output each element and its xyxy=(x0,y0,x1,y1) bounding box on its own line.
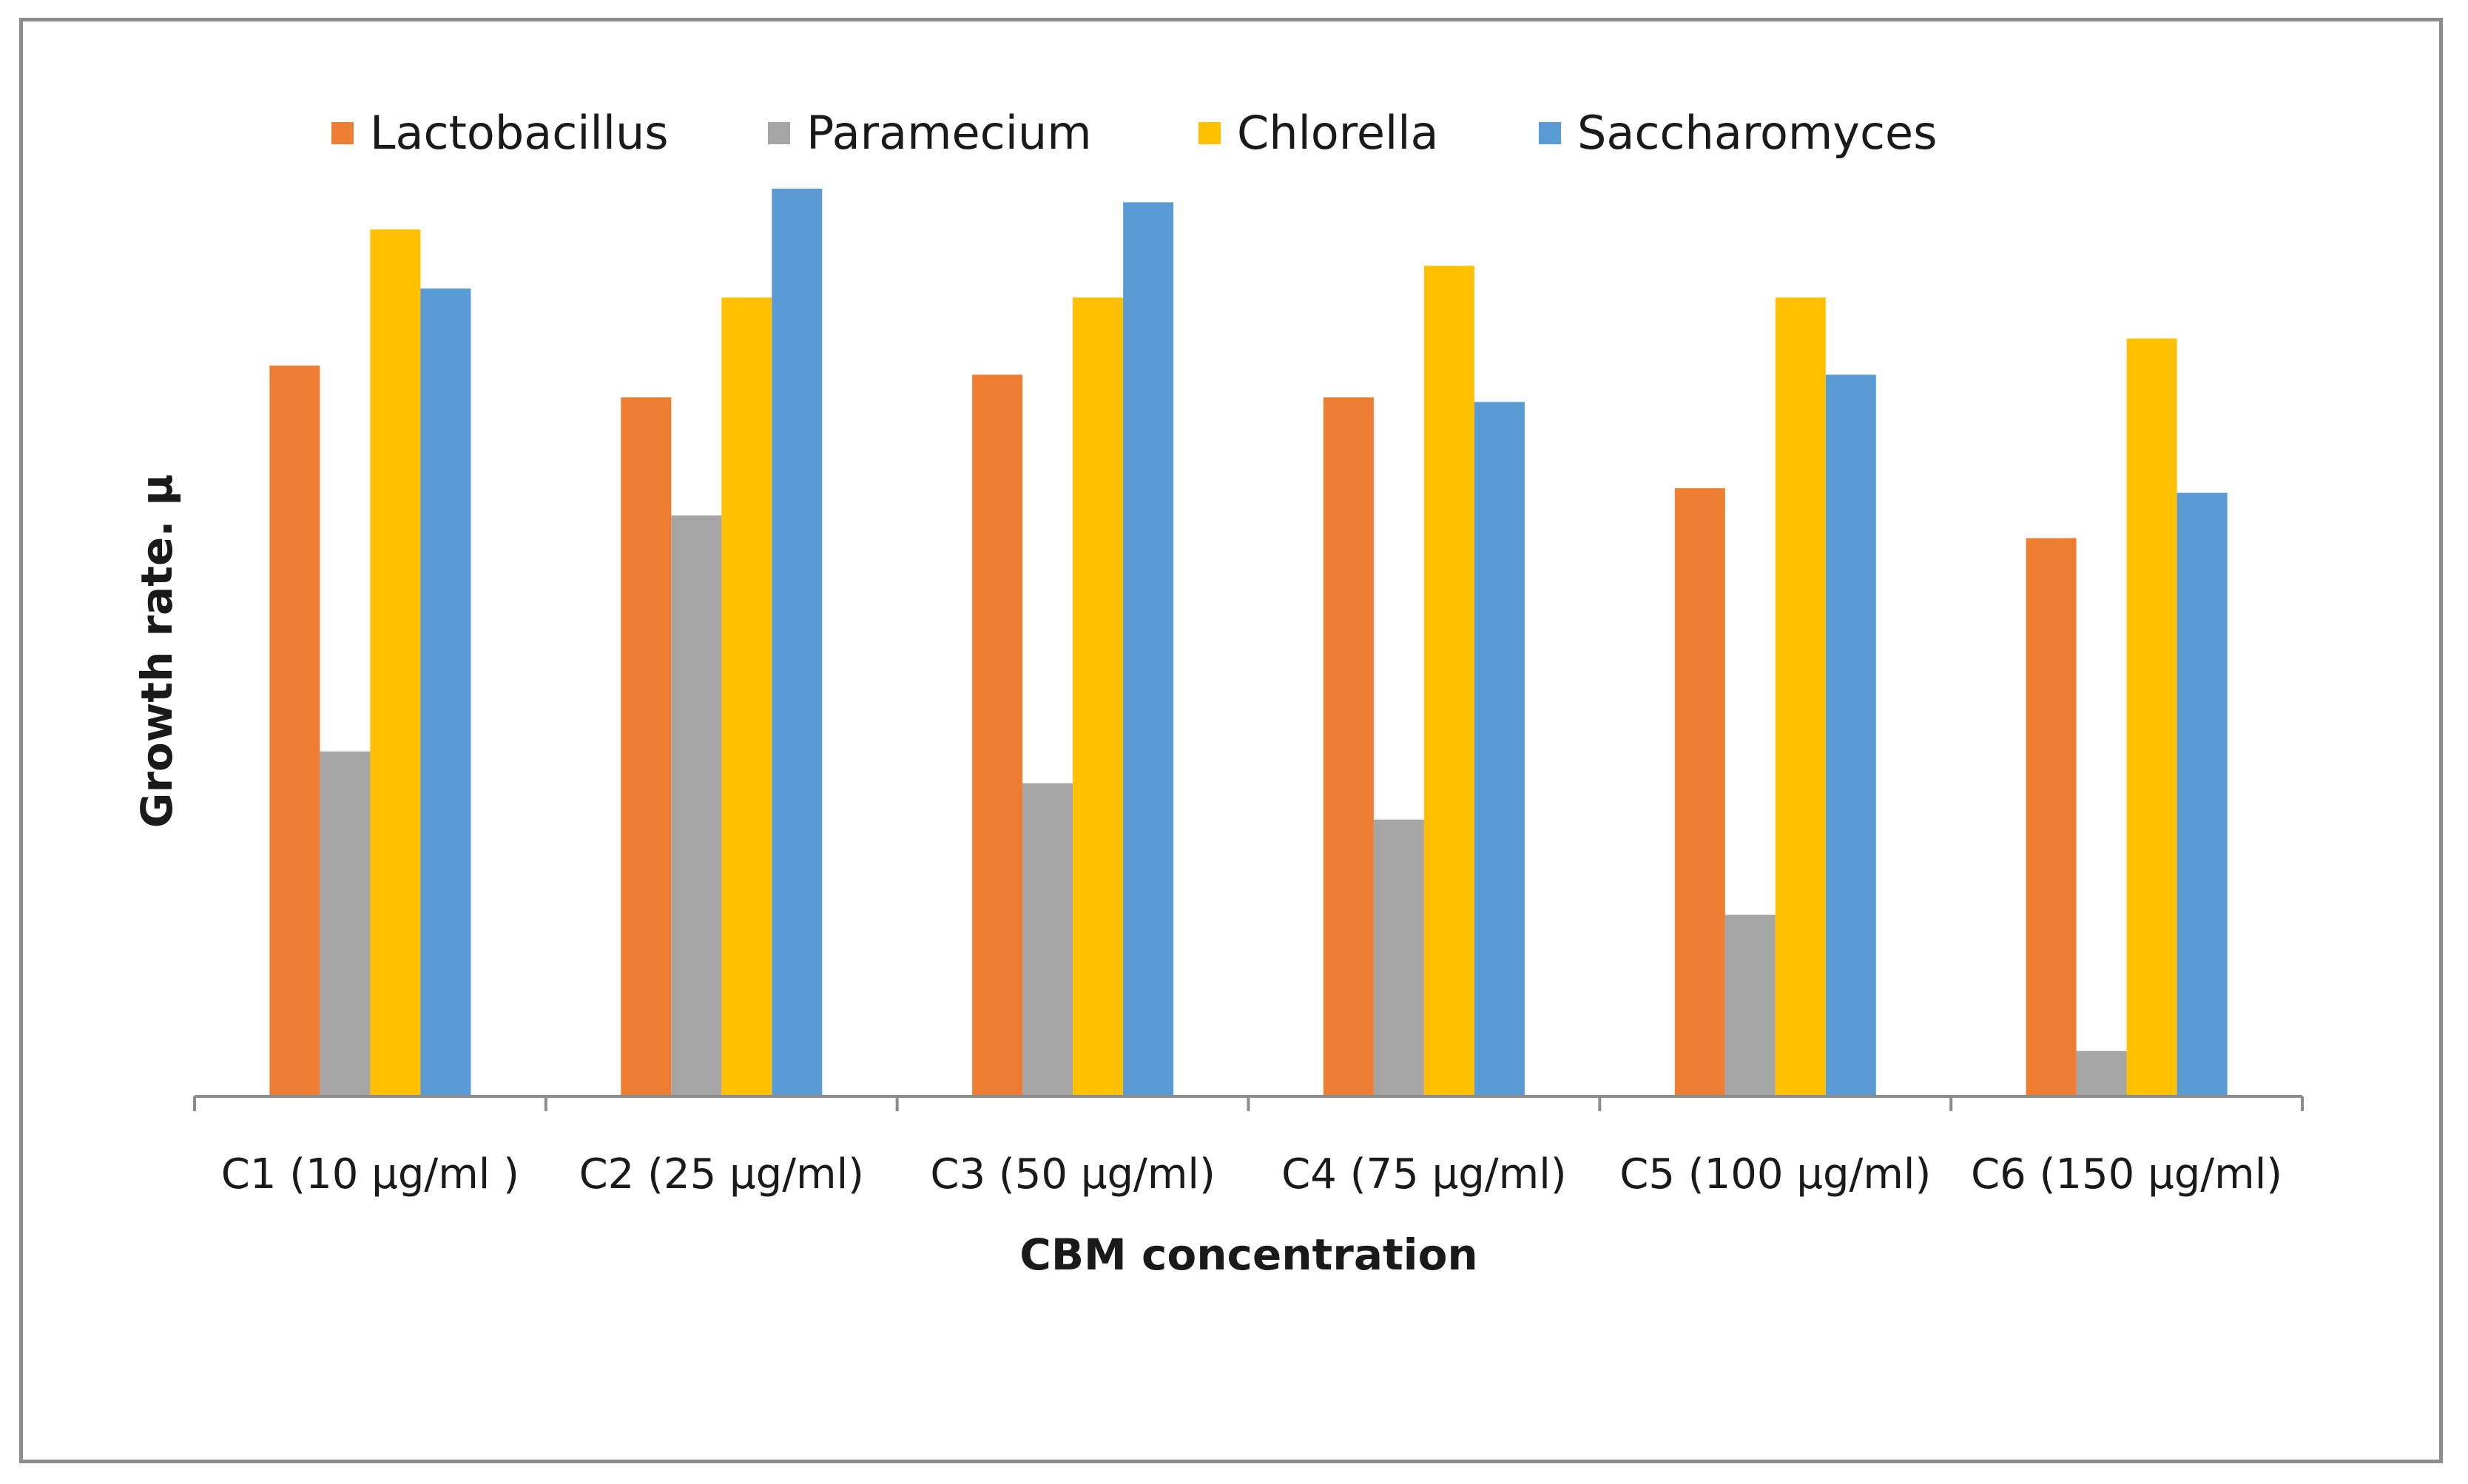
plot-area xyxy=(269,189,2228,1097)
bar-saccharomyces-c1 xyxy=(420,289,471,1096)
x-axis: C1 (10 μg/ml ) C2 (25 μg/ml) C3 (50 μg/ml)… xyxy=(193,1095,2304,1198)
bar-lactobacillus-c3 xyxy=(972,374,1023,1096)
legend-swatch-chlorella xyxy=(1198,122,1221,144)
bar-chlorella-c2 xyxy=(721,297,772,1097)
bar-lactobacillus-c5 xyxy=(1674,488,1725,1096)
bar-saccharomyces-c3 xyxy=(1123,202,1174,1096)
x-tick-label: C1 (10 μg/ml ) xyxy=(221,1150,519,1198)
y-axis-title: Growth rate. μ xyxy=(132,474,182,829)
legend-swatch-saccharomyces xyxy=(1539,122,1561,144)
legend-label-paramecium: Paramecium xyxy=(806,106,1092,160)
x-tick-label: C2 (25 μg/ml) xyxy=(579,1150,864,1198)
bar-lactobacillus-c6 xyxy=(2026,538,2077,1096)
bar-paramecium-c5 xyxy=(1724,914,1776,1096)
bar-saccharomyces-c2 xyxy=(772,189,823,1096)
legend-swatch-lactobacillus xyxy=(331,122,354,144)
bar-paramecium-c4 xyxy=(1373,819,1424,1096)
bar-paramecium-c3 xyxy=(1022,783,1073,1096)
bar-chlorella-c3 xyxy=(1073,297,1124,1097)
bar-paramecium-c6 xyxy=(2076,1050,2127,1096)
bar-paramecium-c1 xyxy=(320,751,371,1096)
bar-lactobacillus-c1 xyxy=(269,365,320,1096)
legend-label-lactobacillus: Lactobacillus xyxy=(370,106,669,160)
x-tick-label: C5 (100 μg/ml) xyxy=(1619,1150,1931,1198)
bar-chlorella-c4 xyxy=(1423,266,1474,1096)
legend-label-saccharomyces: Saccharomyces xyxy=(1577,106,1938,160)
bar-chlorella-c6 xyxy=(2126,338,2177,1096)
bar-chlorella-c1 xyxy=(370,229,421,1097)
x-axis-title: CBM concentration xyxy=(1019,1230,1477,1280)
legend-swatch-paramecium xyxy=(768,122,790,144)
bar-paramecium-c2 xyxy=(671,515,722,1096)
x-tick-label: C4 (75 μg/ml) xyxy=(1281,1150,1566,1198)
bar-chlorella-c5 xyxy=(1775,297,1826,1097)
bar-saccharomyces-c5 xyxy=(1825,374,1876,1096)
bar-saccharomyces-c6 xyxy=(2177,493,2228,1096)
bar-saccharomyces-c4 xyxy=(1474,402,1525,1096)
legend-label-chlorella: Chlorella xyxy=(1237,106,1438,160)
legend: Lactobacillus Paramecium Chlorella Saccharo… xyxy=(331,106,1938,160)
bar-lactobacillus-c4 xyxy=(1323,397,1374,1096)
x-tick-label: C6 (150 μg/ml) xyxy=(1971,1150,2282,1198)
bar-lactobacillus-c2 xyxy=(621,397,672,1096)
x-tick-label: C3 (50 μg/ml) xyxy=(930,1150,1215,1198)
